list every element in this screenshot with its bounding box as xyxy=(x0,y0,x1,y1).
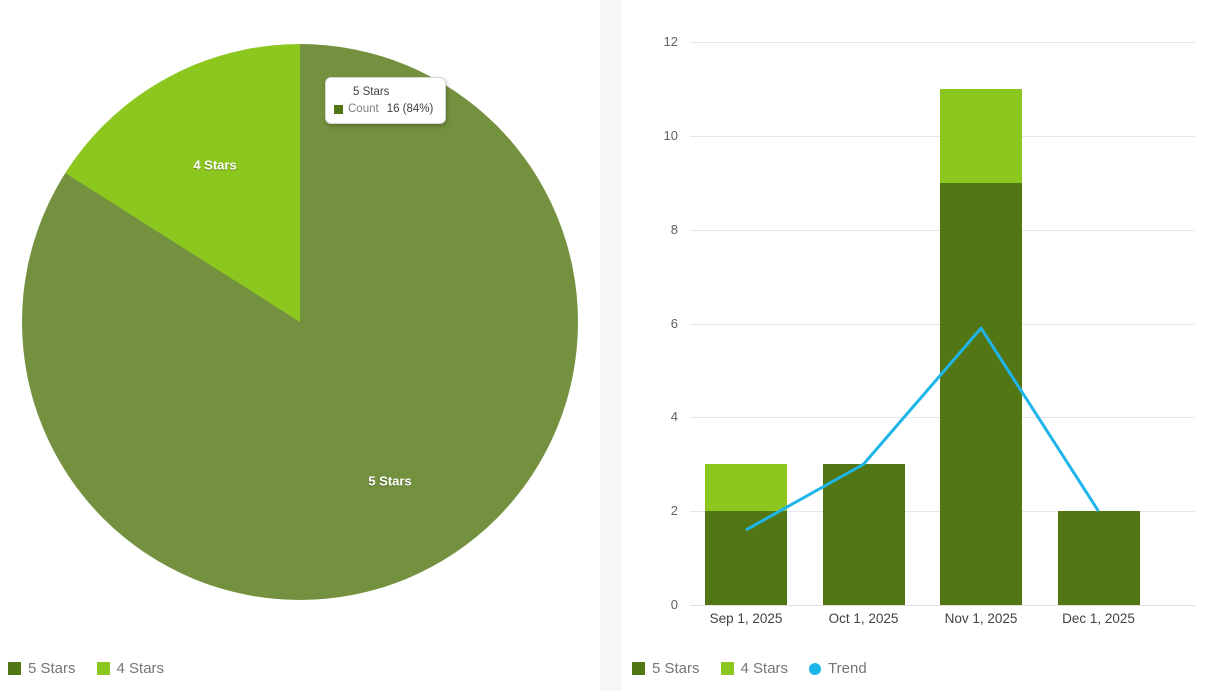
bar-2-4-stars[interactable] xyxy=(940,88,1022,183)
gridline-y-12 xyxy=(690,42,1195,43)
x-axis-tick-label: Dec 1, 2025 xyxy=(1062,611,1135,626)
legend-square-icon xyxy=(96,662,110,675)
ratings-pie-chart[interactable]: 4 Stars 5 Stars xyxy=(22,44,578,600)
legend-label: 4 Stars xyxy=(740,660,789,677)
legend-label: Trend xyxy=(828,660,867,677)
tooltip-series-label: Count xyxy=(348,103,379,115)
legend-circle-icon xyxy=(809,662,822,675)
legend-square-icon xyxy=(8,662,21,675)
legend-label: 4 Stars xyxy=(116,660,165,677)
x-axis-tick-label: Nov 1, 2025 xyxy=(944,611,1018,626)
x-axis-tick-label: Sep 1, 2025 xyxy=(709,611,783,626)
y-axis-tick-label: 2 xyxy=(670,503,678,519)
gridline-y-0 xyxy=(690,605,1195,606)
y-axis-tick-label: 4 xyxy=(670,409,678,425)
pie-slice-label-4-stars: 4 Stars xyxy=(193,157,237,173)
legend-item-5-stars: 5 Stars xyxy=(8,660,76,677)
pie-slice-label-5-stars: 5 Stars xyxy=(368,473,412,489)
ratings-distribution-pie-panel: 4 Stars 5 Stars 5 Stars Count 16 (84%) 5… xyxy=(0,0,600,691)
tooltip-series-swatch-icon xyxy=(334,104,343,114)
pie-hover-tooltip: 5 Stars Count 16 (84%) xyxy=(325,77,447,124)
bar-0-4-stars[interactable] xyxy=(705,464,787,512)
tooltip-title: 5 Stars xyxy=(353,86,390,98)
stacked-bar-chart-plot: 0 2 4 6 8 10 12 Sep 1, 2025 Oct 1, 2025 Nov 1, 20… xyxy=(622,0,1211,645)
legend-square-icon xyxy=(632,662,645,675)
bar-1-5-stars[interactable] xyxy=(822,464,905,605)
bar-chart-legend: 5 Stars 4 Stars Trend xyxy=(632,660,867,677)
y-axis-tick-label: 6 xyxy=(670,315,678,331)
bar-3-5-stars[interactable] xyxy=(1057,511,1140,605)
pie-legend: 5 Stars 4 Stars xyxy=(8,660,164,677)
tooltip-row: Count 16 (84%) xyxy=(334,103,433,115)
legend-label: 5 Stars xyxy=(652,660,700,677)
bar-0-5-stars[interactable] xyxy=(705,511,787,605)
legend-label: 5 Stars xyxy=(28,660,76,677)
legend-item-trend: Trend xyxy=(809,660,867,677)
y-axis-tick-label: 0 xyxy=(670,597,678,612)
legend-item-5-stars: 5 Stars xyxy=(632,660,700,677)
y-axis-tick-label: 8 xyxy=(670,221,678,237)
legend-item-4-stars: 4 Stars xyxy=(720,660,789,677)
legend-square-icon xyxy=(720,662,734,675)
x-axis-tick-label: Oct 1, 2025 xyxy=(828,611,899,626)
y-axis-tick-label: 10 xyxy=(663,127,678,143)
legend-item-4-stars: 4 Stars xyxy=(96,660,165,677)
tooltip-value: 16 (84%) xyxy=(386,103,434,115)
y-axis-tick-label: 12 xyxy=(663,34,678,49)
panel-divider xyxy=(600,0,622,691)
trend-line[interactable] xyxy=(745,326,1100,532)
ratings-over-time-bar-panel: 0 2 4 6 8 10 12 Sep 1, 2025 Oct 1, 2025 Nov 1, 20… xyxy=(622,0,1211,691)
bar-2-5-stars[interactable] xyxy=(940,182,1022,605)
